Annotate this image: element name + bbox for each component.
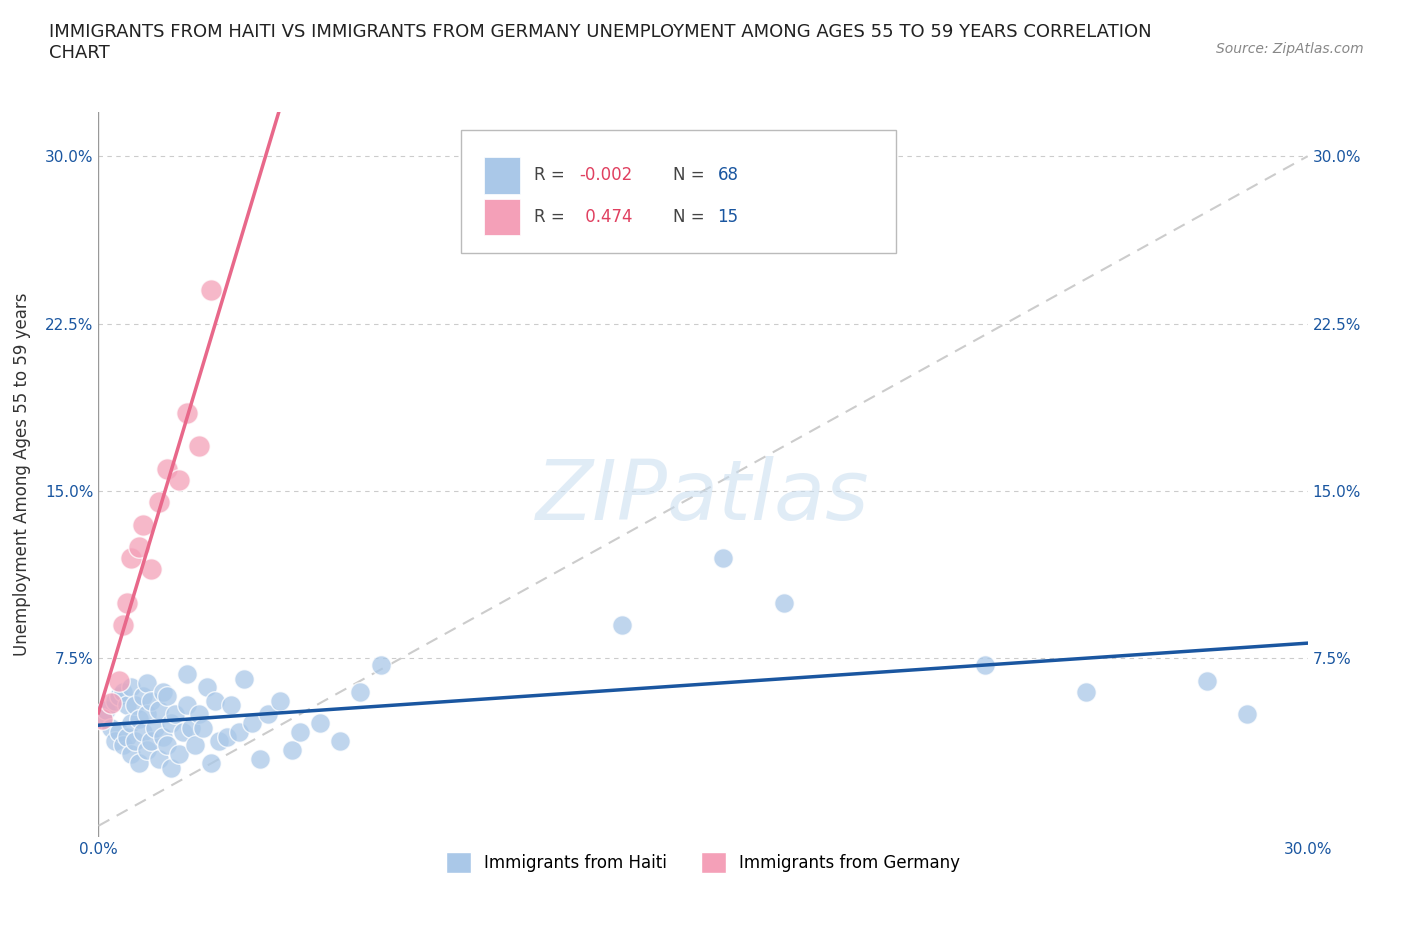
Point	[228, 724, 250, 739]
Legend: Immigrants from Haiti, Immigrants from Germany: Immigrants from Haiti, Immigrants from G…	[440, 845, 966, 880]
Point	[135, 742, 157, 757]
Point	[120, 747, 142, 762]
Point	[370, 658, 392, 672]
Point	[221, 698, 243, 712]
Text: 0.474: 0.474	[579, 207, 633, 226]
Point	[188, 439, 211, 454]
Point	[1236, 707, 1258, 722]
Point	[1195, 673, 1218, 688]
Point	[100, 720, 122, 735]
Point	[176, 405, 198, 420]
FancyBboxPatch shape	[484, 157, 520, 193]
Point	[156, 689, 179, 704]
Point	[96, 702, 118, 717]
Point	[128, 756, 150, 771]
Point	[152, 684, 174, 699]
Point	[193, 720, 215, 735]
Point	[128, 539, 150, 554]
Point	[107, 673, 129, 688]
Point	[152, 729, 174, 744]
Point	[200, 756, 222, 771]
Point	[281, 742, 304, 757]
Point	[132, 724, 155, 739]
Point	[163, 707, 186, 722]
Point	[195, 680, 218, 695]
Point	[107, 689, 129, 704]
Text: ZIPatlas: ZIPatlas	[536, 456, 870, 537]
Point	[249, 751, 271, 766]
Point	[111, 618, 134, 632]
FancyBboxPatch shape	[484, 199, 520, 235]
Point	[167, 747, 190, 762]
Point	[115, 729, 138, 744]
Point	[135, 675, 157, 690]
Point	[200, 283, 222, 298]
Point	[120, 551, 142, 565]
Point	[139, 734, 162, 749]
Point	[1074, 684, 1097, 699]
Point	[329, 734, 352, 749]
Point	[120, 680, 142, 695]
Text: 68: 68	[717, 166, 738, 184]
Point	[124, 734, 146, 749]
Text: R =: R =	[534, 166, 569, 184]
Point	[115, 698, 138, 712]
Text: Source: ZipAtlas.com: Source: ZipAtlas.com	[1216, 42, 1364, 56]
Point	[143, 720, 166, 735]
Point	[176, 698, 198, 712]
Point	[160, 716, 183, 731]
Point	[103, 734, 125, 749]
Point	[132, 689, 155, 704]
Point	[160, 761, 183, 776]
Point	[188, 707, 211, 722]
FancyBboxPatch shape	[461, 130, 897, 253]
Point	[172, 724, 194, 739]
Point	[256, 707, 278, 722]
Text: IMMIGRANTS FROM HAITI VS IMMIGRANTS FROM GERMANY UNEMPLOYMENT AMONG AGES 55 TO 5: IMMIGRANTS FROM HAITI VS IMMIGRANTS FROM…	[49, 23, 1152, 62]
Point	[240, 716, 263, 731]
Point	[91, 711, 114, 726]
Point	[91, 711, 114, 726]
Text: R =: R =	[534, 207, 575, 226]
Point	[132, 517, 155, 532]
Point	[124, 698, 146, 712]
Point	[180, 720, 202, 735]
Point	[184, 738, 207, 753]
Point	[139, 562, 162, 577]
Point	[612, 618, 634, 632]
Point	[128, 711, 150, 726]
Point	[135, 707, 157, 722]
Point	[217, 729, 239, 744]
Point	[711, 551, 734, 565]
Point	[111, 684, 134, 699]
Point	[176, 667, 198, 682]
Point	[974, 658, 997, 672]
Point	[120, 716, 142, 731]
Point	[111, 738, 134, 753]
Point	[349, 684, 371, 699]
Text: N =: N =	[673, 166, 710, 184]
Point	[148, 751, 170, 766]
Point	[309, 716, 332, 731]
Point	[100, 696, 122, 711]
Point	[139, 694, 162, 709]
Point	[208, 734, 231, 749]
Point	[772, 595, 794, 610]
Point	[156, 461, 179, 476]
Point	[269, 694, 291, 709]
Point	[167, 472, 190, 487]
Point	[148, 495, 170, 510]
Text: N =: N =	[673, 207, 710, 226]
Point	[148, 702, 170, 717]
Text: 15: 15	[717, 207, 738, 226]
Point	[288, 724, 311, 739]
Point	[107, 724, 129, 739]
Point	[103, 694, 125, 709]
Point	[115, 595, 138, 610]
Text: -0.002: -0.002	[579, 166, 633, 184]
Point	[156, 738, 179, 753]
Y-axis label: Unemployment Among Ages 55 to 59 years: Unemployment Among Ages 55 to 59 years	[13, 293, 31, 656]
Point	[204, 694, 226, 709]
Point	[232, 671, 254, 686]
